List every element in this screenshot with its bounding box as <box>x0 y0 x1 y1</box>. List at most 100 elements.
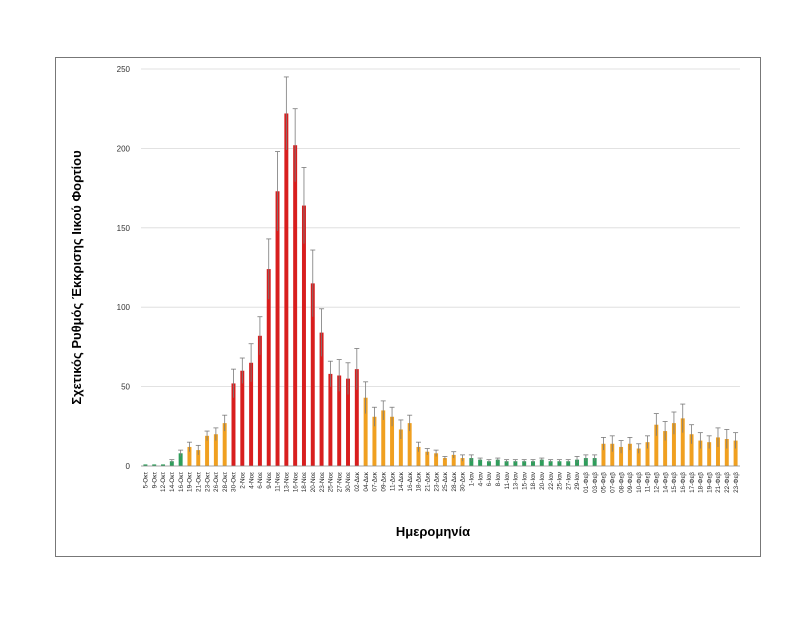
x-tick-label: 15-Ιαν <box>521 472 528 490</box>
bar <box>213 434 218 466</box>
bar <box>478 459 483 466</box>
x-tick-label: 13-Ιαν <box>513 472 520 490</box>
x-tick-label: 14-Οκτ <box>169 472 176 492</box>
bars <box>143 113 738 467</box>
x-axis-ticks: 5-Οκτ 9-Οκτ 12-Οκτ 14-Οκτ 16-Οκτ 19-Οκτ 21-Οκτ… <box>143 471 740 493</box>
x-tick-label: 10-Φεβ <box>636 472 643 493</box>
x-tick-label: 18-Ιαν <box>530 472 537 490</box>
chart-frame: 0 50 100 150 200 250 5-Οκτ 9-Οκτ 12-Οκτ 14-Οκτ 16… <box>55 57 761 557</box>
x-tick-label: 18-Νοε <box>301 472 308 492</box>
bar <box>715 437 720 466</box>
x-tick-label: 27-Ιαν <box>565 472 572 490</box>
x-tick-label: 11-Φεβ <box>645 472 652 493</box>
bar <box>610 443 615 466</box>
bar <box>372 416 377 466</box>
bar <box>310 283 315 466</box>
bar <box>495 459 500 466</box>
x-tick-label: 26-Οκτ <box>213 472 220 492</box>
bar <box>680 418 685 466</box>
x-tick-label: 20-Νοε <box>310 472 317 492</box>
bar <box>654 424 659 466</box>
x-tick-label: 5-Οκτ <box>143 472 150 489</box>
x-tick-label: 22-Φεβ <box>724 472 731 493</box>
x-tick-label: 25-Ιαν <box>557 472 564 490</box>
x-tick-label: 22-Ιαν <box>548 472 555 490</box>
y-tick-label: 50 <box>121 383 130 392</box>
bar <box>354 369 359 466</box>
bar <box>557 461 562 466</box>
bar <box>531 461 535 466</box>
x-tick-label: 2-Νοε <box>240 472 247 489</box>
bar <box>636 448 641 466</box>
bar <box>663 431 668 466</box>
bar <box>169 461 174 466</box>
bar <box>566 461 571 466</box>
bar <box>187 446 192 466</box>
bar <box>222 423 227 466</box>
x-tick-label: 25-Νοε <box>328 472 335 492</box>
x-tick-label: 21-Οκτ <box>195 472 202 492</box>
y-axis-label: Σχετικός Ρυθμός Έκκρισης Ιικού Φορτίου <box>69 150 84 405</box>
bar <box>522 461 527 466</box>
error-bars <box>169 76 739 463</box>
bar <box>627 443 632 466</box>
x-tick-label: 08-Φεβ <box>618 472 625 493</box>
x-tick-label: 14-Δεκ <box>398 471 405 491</box>
x-tick-label: 8-Ιαν <box>495 472 502 486</box>
bar <box>434 453 439 466</box>
x-tick-label: 23-Οκτ <box>204 472 211 492</box>
x-tick-label: 30-Νοε <box>345 472 352 492</box>
bar <box>301 205 306 466</box>
y-tick-label: 0 <box>126 462 131 471</box>
bar <box>205 435 210 466</box>
y-tick-label: 150 <box>117 224 131 233</box>
bar <box>328 373 333 466</box>
x-tick-label: 9-Οκτ <box>151 472 158 489</box>
bar <box>240 370 245 466</box>
bar <box>178 453 183 466</box>
bar <box>592 458 597 466</box>
bar <box>689 434 694 466</box>
x-tick-label: 12-Φεβ <box>654 472 661 493</box>
x-tick-label: 1-Ιαν <box>469 472 476 486</box>
bar <box>698 440 703 466</box>
bar <box>363 397 368 466</box>
bar <box>161 464 166 466</box>
x-tick-label: 01-Φεβ <box>583 472 590 493</box>
x-tick-label: 03-Φεβ <box>592 472 599 493</box>
bar <box>266 269 271 466</box>
x-tick-label: 4-Ιαν <box>477 472 484 486</box>
x-tick-label: 9-Νοε <box>266 472 273 489</box>
bar <box>513 461 518 466</box>
x-tick-label: 16-Οκτ <box>178 472 185 492</box>
x-tick-label: 11-Ιαν <box>504 472 511 489</box>
bar <box>416 446 421 466</box>
bar <box>390 416 395 466</box>
bar <box>284 113 289 467</box>
bar <box>152 464 157 466</box>
x-tick-label: 12-Οκτ <box>160 472 167 492</box>
x-tick-label: 4-Νοε <box>248 472 255 489</box>
x-tick-label: 11-Νοε <box>275 472 282 492</box>
bar <box>346 378 350 466</box>
x-tick-label: 11-Δεκ <box>389 471 396 491</box>
bar <box>733 440 738 466</box>
bar <box>469 458 474 466</box>
x-tick-label: 05-Φεβ <box>601 472 608 493</box>
gridlines <box>141 68 740 388</box>
y-tick-label: 100 <box>117 303 131 312</box>
bar <box>451 454 456 466</box>
x-tick-label: 04-Δεκ <box>363 471 370 491</box>
bar <box>486 461 491 466</box>
x-tick-label: 29-Ιαν <box>574 472 581 490</box>
bar <box>539 459 544 466</box>
bar <box>460 458 465 466</box>
x-tick-label: 23-Φεβ <box>733 472 740 493</box>
bar <box>398 429 403 466</box>
bar <box>583 458 588 466</box>
x-tick-label: 07-Φεβ <box>609 472 616 493</box>
x-tick-label: 19-Φεβ <box>706 472 713 493</box>
bar <box>143 464 148 466</box>
bar <box>548 461 553 466</box>
